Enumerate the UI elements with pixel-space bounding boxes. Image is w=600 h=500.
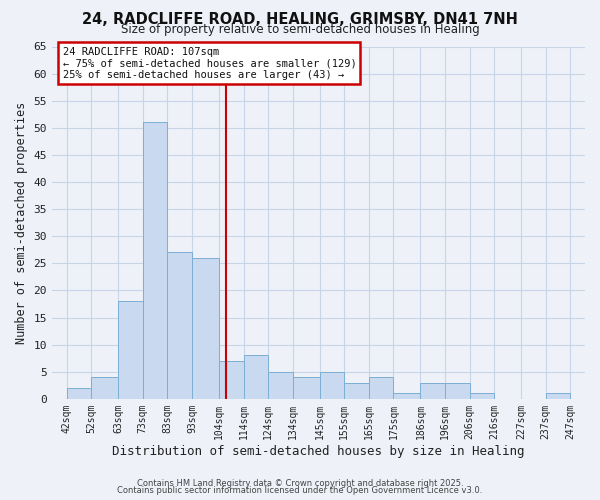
Bar [268,372,293,399]
Bar [67,388,91,399]
Bar [320,372,344,399]
Bar [118,302,143,399]
Text: Contains public sector information licensed under the Open Government Licence v3: Contains public sector information licen… [118,486,482,495]
Bar [167,252,192,399]
Bar [143,122,167,399]
Text: 24 RADCLIFFE ROAD: 107sqm
← 75% of semi-detached houses are smaller (129)
25% of: 24 RADCLIFFE ROAD: 107sqm ← 75% of semi-… [62,46,356,80]
Bar [91,377,118,399]
Text: Size of property relative to semi-detached houses in Healing: Size of property relative to semi-detach… [121,24,479,36]
Bar [445,382,470,399]
Bar [394,394,421,399]
Text: Contains HM Land Registry data © Crown copyright and database right 2025.: Contains HM Land Registry data © Crown c… [137,478,463,488]
Y-axis label: Number of semi-detached properties: Number of semi-detached properties [15,102,28,344]
Bar [344,382,369,399]
Bar [192,258,219,399]
Bar [421,382,445,399]
Bar [545,394,570,399]
Bar [219,361,244,399]
Bar [369,377,394,399]
Bar [470,394,494,399]
Bar [244,356,268,399]
Text: 24, RADCLIFFE ROAD, HEALING, GRIMSBY, DN41 7NH: 24, RADCLIFFE ROAD, HEALING, GRIMSBY, DN… [82,12,518,28]
X-axis label: Distribution of semi-detached houses by size in Healing: Distribution of semi-detached houses by … [112,444,525,458]
Bar [293,377,320,399]
